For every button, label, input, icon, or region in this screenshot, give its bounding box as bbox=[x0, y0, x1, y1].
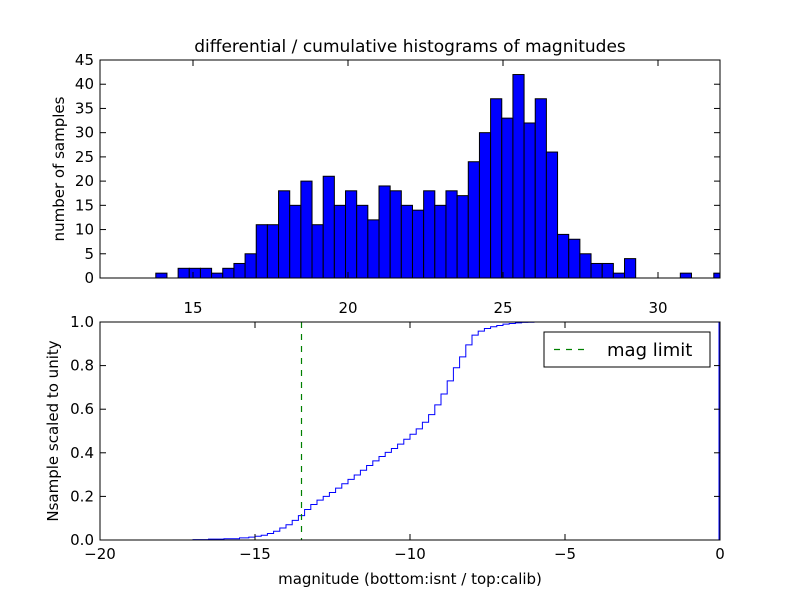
x-tick-label: 15 bbox=[183, 299, 202, 317]
histogram-bar bbox=[624, 258, 637, 279]
histogram-bar bbox=[590, 262, 603, 279]
y-tick-label: 40 bbox=[75, 75, 94, 93]
histogram-bar bbox=[478, 132, 492, 279]
y-tick-label: 1.0 bbox=[70, 313, 94, 331]
y-tick-label: 0 bbox=[84, 269, 94, 287]
chart-title: differential / cumulative histograms of … bbox=[194, 37, 626, 57]
histogram-bar bbox=[523, 122, 536, 279]
y-tick-label: 0.2 bbox=[70, 487, 94, 505]
histogram-bar bbox=[233, 262, 246, 279]
histogram-bar bbox=[534, 98, 547, 279]
histogram-bar bbox=[490, 98, 503, 279]
histogram-bar bbox=[411, 209, 425, 279]
histogram-bar bbox=[333, 204, 347, 279]
histogram-bar bbox=[289, 204, 302, 279]
histogram-bar bbox=[501, 117, 514, 279]
legend-label: mag limit bbox=[607, 340, 692, 361]
x-tick-label: 30 bbox=[648, 299, 667, 317]
histogram-bar bbox=[679, 272, 692, 279]
y-tick-label: 15 bbox=[75, 196, 94, 214]
histogram-bar bbox=[311, 224, 324, 279]
histogram-bar bbox=[188, 267, 201, 279]
cumulative-lines bbox=[100, 321, 720, 541]
cumulative-step-line bbox=[100, 321, 720, 541]
cumulative-panel: 0.0 0.2 0.4 0.6 0.8 1.0 −20 −15 −10 −5 0 magnitude… bbox=[44, 313, 725, 588]
y-tick-label: 25 bbox=[75, 148, 94, 166]
x-tick-label: 0 bbox=[715, 545, 725, 563]
histogram-bar bbox=[155, 272, 168, 279]
y-tick-label: 10 bbox=[75, 221, 94, 239]
x-tick-label: 20 bbox=[338, 299, 357, 317]
x-tick-label: −20 bbox=[84, 545, 116, 563]
y-tick-label: 20 bbox=[75, 172, 94, 190]
x-tick-label: −5 bbox=[554, 545, 576, 563]
histogram-bar bbox=[378, 185, 391, 279]
histogram-bar bbox=[266, 224, 280, 279]
histogram-bar bbox=[300, 180, 313, 279]
top-y-axis-label: number of samples bbox=[50, 96, 68, 241]
histogram-bar bbox=[211, 272, 224, 279]
histogram-bar bbox=[244, 253, 257, 279]
y-tick-label: 30 bbox=[75, 124, 94, 142]
histogram-bar bbox=[278, 190, 291, 279]
histogram-panel: differential / cumulative histograms of … bbox=[50, 37, 721, 317]
y-tick-label: 0.6 bbox=[70, 400, 94, 418]
bottom-x-axis-label: magnitude (bottom:isnt / top:calib) bbox=[278, 570, 542, 588]
x-tick-label: 25 bbox=[493, 299, 512, 317]
histogram-bar bbox=[456, 195, 469, 279]
y-tick-label: 35 bbox=[75, 99, 94, 117]
histogram-bar bbox=[512, 74, 525, 279]
histogram-bar bbox=[545, 151, 559, 279]
histogram-bar bbox=[434, 204, 447, 279]
histogram-bar bbox=[177, 267, 190, 279]
histogram-bar bbox=[367, 219, 380, 279]
histogram-bars bbox=[155, 74, 721, 279]
histogram-bar bbox=[400, 204, 413, 279]
bottom-y-axis-label: Nsample scaled to unity bbox=[44, 340, 62, 521]
histogram-bar bbox=[389, 190, 402, 279]
y-tick-label: 45 bbox=[75, 51, 94, 69]
y-tick-label: 5 bbox=[84, 245, 94, 263]
histogram-bar bbox=[423, 190, 436, 279]
histogram-bar bbox=[322, 175, 335, 279]
histogram-bar bbox=[579, 253, 592, 279]
x-tick-label: −10 bbox=[394, 545, 426, 563]
histogram-bar bbox=[199, 267, 213, 279]
legend: mag limit bbox=[543, 331, 711, 368]
histogram-bar bbox=[713, 272, 721, 279]
y-tick-label: 0.4 bbox=[70, 444, 94, 462]
bottom-axis-ticks: 0.0 0.2 0.4 0.6 0.8 1.0 −20 −15 −10 −5 0 bbox=[70, 313, 725, 563]
histogram-bar bbox=[557, 233, 570, 279]
y-tick-label: 0.8 bbox=[70, 357, 94, 375]
histogram-bar bbox=[445, 190, 458, 279]
top-axis-ticks: 0 5 10 15 20 25 30 35 40 45 15 20 25 30 bbox=[75, 51, 720, 317]
x-tick-label: −15 bbox=[239, 545, 271, 563]
top-axes-frame bbox=[99, 59, 721, 279]
histogram-bar bbox=[601, 262, 614, 279]
histogram-bar bbox=[568, 238, 581, 279]
histogram-bar bbox=[467, 161, 480, 279]
histogram-bar bbox=[612, 272, 626, 279]
histogram-bar bbox=[356, 204, 369, 279]
histogram-bar bbox=[255, 224, 268, 279]
y-tick-label: 0.0 bbox=[70, 531, 94, 549]
histogram-bar bbox=[345, 190, 358, 279]
histogram-bar bbox=[222, 267, 235, 279]
